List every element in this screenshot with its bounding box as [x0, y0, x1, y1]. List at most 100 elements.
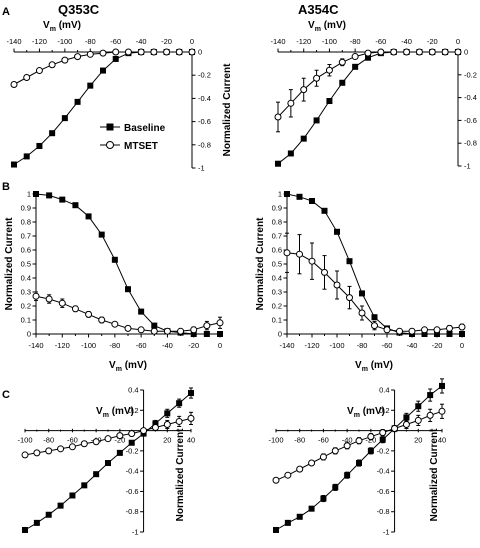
data-point — [365, 54, 371, 61]
data-point — [10, 80, 18, 88]
data-point — [187, 414, 195, 422]
data-point — [164, 410, 171, 417]
x-tick-label: -140 — [28, 341, 43, 350]
data-point — [308, 459, 316, 467]
x-tick-label: -60 — [318, 436, 329, 445]
data-point — [403, 414, 410, 421]
data-point — [300, 135, 307, 142]
x-tick-label: -40 — [162, 341, 173, 350]
data-point — [391, 425, 399, 433]
x-tick-label: -120 — [296, 37, 311, 46]
series-baseline — [273, 378, 445, 533]
data-point — [45, 295, 53, 303]
chart-c-q353c: -100-80-60-40-2020400.40.2-0.2-0.4-0.6-0… — [17, 386, 195, 537]
data-point — [287, 99, 295, 107]
x-tick-label: 40 — [438, 436, 446, 445]
data-point — [284, 471, 292, 479]
data-point — [325, 66, 333, 74]
data-point — [446, 324, 453, 332]
data-point — [85, 213, 92, 220]
legend: Baseline MTSET — [100, 123, 166, 152]
data-point — [287, 150, 294, 157]
series-baseline — [33, 191, 223, 337]
y-tick-label: -0.6 — [464, 116, 477, 125]
data-point — [454, 48, 462, 56]
data-point — [309, 198, 315, 204]
data-point — [438, 407, 446, 415]
data-point — [163, 327, 171, 335]
data-point — [334, 228, 340, 235]
data-point — [92, 438, 100, 446]
data-point — [284, 519, 291, 526]
panel-label-c: C — [2, 389, 10, 401]
data-point — [98, 231, 105, 238]
x-tick-label: -20 — [432, 341, 443, 350]
y-tick-label: 0 — [198, 48, 202, 57]
charts-layer: -140 -120 -100 -80 -60 -40 -20 0 0 -0.2 -0.4 -0.6 -0… — [4, 20, 477, 537]
y-tick-label: 0.5 — [272, 260, 282, 269]
x-axis-title: Vm (mV) — [43, 20, 81, 33]
x-tick-label: -100 — [268, 436, 283, 445]
data-point — [421, 331, 428, 337]
data-point — [22, 526, 28, 533]
x-tick-label: -100 — [81, 341, 96, 350]
x-tick-label: -100 — [57, 37, 72, 46]
x-tick-label: -20 — [188, 341, 199, 350]
data-point — [339, 79, 346, 86]
data-point — [296, 465, 304, 473]
series-mtset — [283, 232, 466, 335]
y-axis-title: Normalized Current — [429, 428, 440, 521]
data-point — [300, 86, 308, 94]
chart-a-q353c: -140 -120 -100 -80 -60 -40 -20 00 -0.2 -0.4 -0.6 -0… — [6, 20, 233, 173]
data-point — [296, 193, 303, 200]
panel-label-b: B — [2, 181, 10, 193]
chart-b-a354c: -140 -120 -100 -80 -60 -40 -20 0 0 0.1 0.2 0.3 0.4 0.… — [255, 190, 466, 373]
series-line — [277, 51, 458, 165]
data-point — [426, 411, 434, 419]
x-tick-label: -20 — [161, 37, 172, 46]
y-tick-label: 0.3 — [21, 288, 31, 297]
y-tick-label: -0.6 — [377, 487, 390, 496]
x-tick-label: 0 — [218, 341, 222, 350]
data-point — [128, 439, 135, 446]
data-point — [427, 392, 434, 399]
x-tick-label: -80 — [109, 341, 120, 350]
y-tick-label: 0 — [278, 330, 282, 339]
data-point — [379, 429, 387, 437]
data-point — [308, 505, 315, 512]
data-point — [402, 420, 410, 428]
data-point — [216, 319, 224, 327]
data-point — [367, 447, 374, 454]
y-tick-label: -0.6 — [198, 117, 211, 126]
y-tick-label: 0.8 — [21, 218, 31, 227]
data-point — [100, 67, 106, 74]
y-tick-label: 0.9 — [272, 204, 282, 213]
data-point — [321, 207, 328, 214]
x-tick-label: -80 — [357, 341, 368, 350]
data-point — [414, 416, 422, 424]
x-tick-label: -140 — [279, 341, 294, 350]
x-axis-title: Vm (mV) — [347, 406, 385, 419]
x-tick-label: -40 — [401, 37, 412, 46]
data-point — [351, 53, 359, 61]
data-point — [72, 202, 79, 209]
x-tick-label: -120 — [32, 37, 47, 46]
y-tick-label: -0.4 — [464, 93, 477, 102]
y-tick-label: 0.2 — [21, 302, 31, 311]
y-tick-label: 0.1 — [21, 316, 31, 325]
series-mtset — [21, 411, 195, 459]
y-tick-label: -0.4 — [198, 94, 211, 103]
y-tick-label: 0.4 — [272, 274, 282, 283]
data-point — [190, 331, 197, 337]
data-point — [163, 420, 171, 428]
data-point — [203, 322, 211, 330]
data-point — [137, 48, 145, 56]
legend-baseline-marker — [106, 123, 114, 131]
series-mtset — [274, 48, 462, 133]
data-point — [296, 250, 303, 258]
data-point — [346, 294, 353, 302]
y-tick-label: -0.2 — [464, 70, 477, 79]
y-tick-label: 0.7 — [272, 232, 282, 241]
data-point — [124, 48, 132, 56]
x-tick-label: -40 — [407, 341, 418, 350]
